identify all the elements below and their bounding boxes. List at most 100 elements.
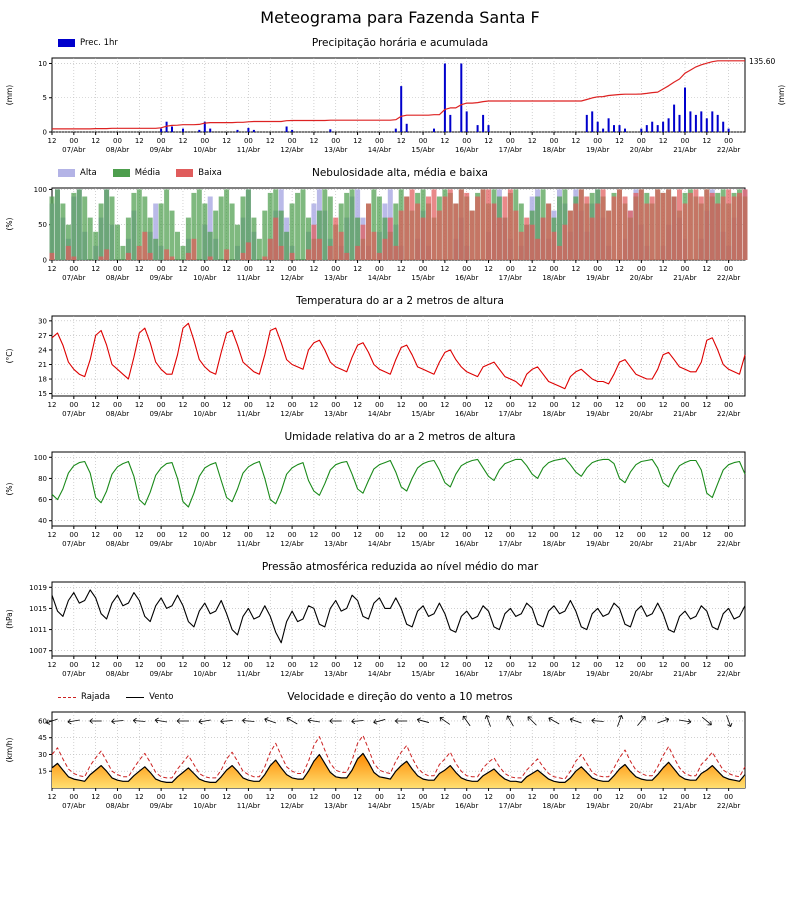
svg-text:20/Abr: 20/Abr: [630, 540, 653, 548]
svg-text:12: 12: [484, 531, 493, 539]
svg-text:00: 00: [550, 793, 559, 801]
svg-text:22/Abr: 22/Abr: [717, 274, 740, 282]
svg-text:00: 00: [637, 265, 646, 273]
svg-text:00: 00: [681, 661, 690, 669]
svg-text:12: 12: [353, 401, 362, 409]
svg-text:00: 00: [637, 137, 646, 145]
svg-text:12/Abr: 12/Abr: [280, 802, 303, 810]
svg-text:09/Abr: 09/Abr: [149, 540, 172, 548]
svg-text:12: 12: [135, 265, 144, 273]
svg-text:14/Abr: 14/Abr: [368, 802, 391, 810]
svg-text:00: 00: [724, 531, 733, 539]
svg-text:08/Abr: 08/Abr: [106, 670, 129, 678]
svg-text:15: 15: [38, 390, 47, 398]
svg-text:14/Abr: 14/Abr: [368, 670, 391, 678]
svg-text:(°C): (°C): [5, 349, 14, 364]
svg-text:1007: 1007: [29, 647, 47, 655]
svg-text:22/Abr: 22/Abr: [717, 540, 740, 548]
svg-text:16/Abr: 16/Abr: [455, 274, 478, 282]
svg-text:11/Abr: 11/Abr: [237, 540, 260, 548]
wind-barb-icon: [527, 716, 537, 726]
svg-text:12: 12: [571, 661, 580, 669]
svg-text:12: 12: [353, 793, 362, 801]
svg-text:12/Abr: 12/Abr: [280, 670, 303, 678]
svg-text:00: 00: [288, 661, 297, 669]
svg-text:16/Abr: 16/Abr: [455, 540, 478, 548]
wind-barb-icon: [657, 717, 670, 724]
svg-text:12: 12: [48, 265, 57, 273]
wind-barb-icon: [569, 717, 582, 724]
svg-text:13/Abr: 13/Abr: [324, 802, 347, 810]
svg-text:12: 12: [659, 401, 668, 409]
svg-text:00: 00: [113, 265, 122, 273]
wind-barb-icon: [198, 718, 211, 725]
svg-text:12: 12: [397, 793, 406, 801]
alta-label: Alta: [80, 168, 97, 178]
svg-text:00: 00: [419, 531, 428, 539]
legend-item-baixa: Baixa: [176, 168, 222, 178]
svg-text:20/Abr: 20/Abr: [630, 146, 653, 154]
svg-text:12: 12: [48, 401, 57, 409]
panel-pressure: Pressão atmosférica reduzida ao nível mé…: [0, 561, 800, 680]
svg-text:00: 00: [550, 531, 559, 539]
svg-text:12: 12: [702, 265, 711, 273]
svg-text:00: 00: [69, 661, 78, 669]
svg-text:08/Abr: 08/Abr: [106, 146, 129, 154]
svg-text:17/Abr: 17/Abr: [499, 670, 522, 678]
svg-text:18/Abr: 18/Abr: [542, 802, 565, 810]
svg-text:00: 00: [593, 793, 602, 801]
svg-text:12: 12: [397, 401, 406, 409]
svg-text:12: 12: [571, 531, 580, 539]
svg-text:00: 00: [331, 401, 340, 409]
svg-text:00: 00: [724, 401, 733, 409]
svg-text:12: 12: [702, 401, 711, 409]
svg-text:12: 12: [222, 531, 231, 539]
prec1hr-label: Prec. 1hr: [80, 38, 118, 48]
panel-wind: Rajada Vento Velocidade e direção do ven…: [0, 691, 800, 812]
svg-text:12: 12: [528, 661, 537, 669]
svg-text:12: 12: [178, 661, 187, 669]
svg-text:0: 0: [43, 129, 47, 137]
wind-barb-icon: [176, 718, 189, 724]
svg-text:12: 12: [528, 137, 537, 145]
svg-text:100: 100: [34, 454, 47, 462]
svg-text:00: 00: [506, 793, 515, 801]
svg-text:10/Abr: 10/Abr: [193, 274, 216, 282]
svg-text:12: 12: [135, 531, 144, 539]
svg-text:21: 21: [38, 361, 47, 369]
svg-text:21/Abr: 21/Abr: [673, 540, 696, 548]
svg-text:18/Abr: 18/Abr: [542, 540, 565, 548]
wind-barb-icon: [548, 716, 560, 725]
svg-text:17/Abr: 17/Abr: [499, 410, 522, 418]
svg-text:07/Abr: 07/Abr: [62, 670, 85, 678]
wind-barb-icon: [726, 715, 733, 727]
svg-text:14/Abr: 14/Abr: [368, 540, 391, 548]
svg-text:00: 00: [69, 793, 78, 801]
svg-text:00: 00: [724, 661, 733, 669]
vento-label: Vento: [149, 692, 174, 702]
svg-text:(hPa): (hPa): [5, 609, 14, 628]
precip-legend: Prec. 1hr: [58, 38, 118, 48]
svg-text:12: 12: [91, 137, 100, 145]
svg-text:12/Abr: 12/Abr: [280, 410, 303, 418]
humidity-header: Umidade relativa do ar a 2 metros de alt…: [0, 431, 800, 446]
panel-precipitation: Prec. 1hr Precipitação horária e acumula…: [0, 37, 800, 156]
svg-text:12: 12: [440, 265, 449, 273]
wind-header: Rajada Vento Velocidade e direção do ven…: [0, 691, 800, 706]
svg-text:12: 12: [91, 401, 100, 409]
svg-text:12: 12: [309, 793, 318, 801]
svg-text:00: 00: [506, 661, 515, 669]
svg-text:(%): (%): [5, 482, 14, 495]
svg-text:22/Abr: 22/Abr: [717, 802, 740, 810]
prec1hr-swatch: [58, 39, 75, 47]
svg-text:12: 12: [135, 793, 144, 801]
svg-text:12: 12: [222, 793, 231, 801]
svg-text:16/Abr: 16/Abr: [455, 146, 478, 154]
svg-text:11/Abr: 11/Abr: [237, 410, 260, 418]
svg-text:12: 12: [484, 401, 493, 409]
wind-barb-icon: [111, 718, 124, 725]
wind-barb-icon: [220, 718, 233, 725]
alta-swatch: [58, 169, 75, 177]
svg-text:12: 12: [440, 401, 449, 409]
svg-text:12: 12: [222, 137, 231, 145]
